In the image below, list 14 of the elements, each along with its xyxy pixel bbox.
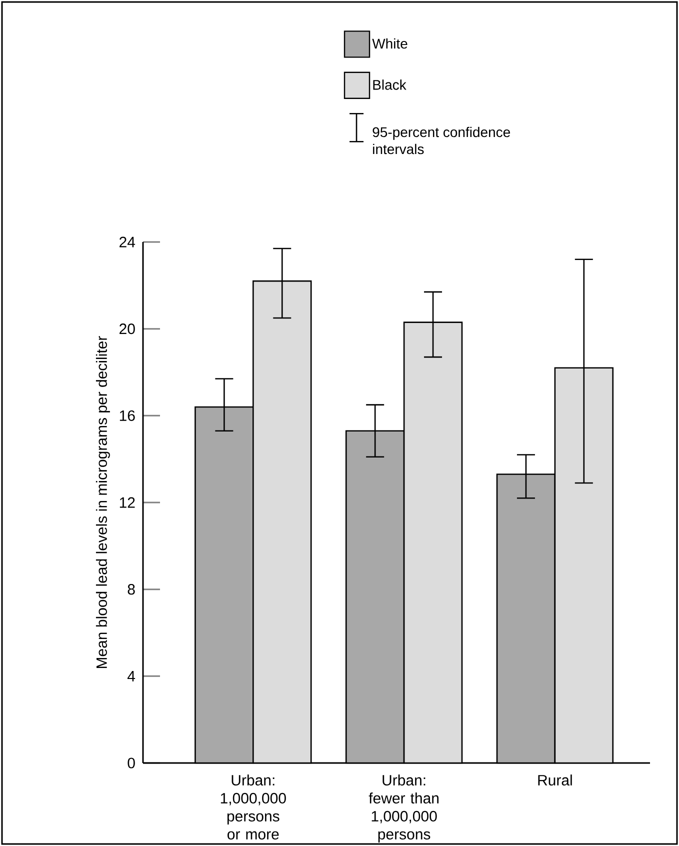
x-tick-label: Urban: fewer than 1,000,000 persons <box>368 774 439 842</box>
legend-label: White <box>372 38 408 49</box>
legend-label: Black <box>373 80 406 90</box>
y-tick-label: 12 <box>120 497 135 508</box>
y-axis-title: Mean blood lead levels in micrograms per deciliter <box>96 336 110 668</box>
x-tick-label: Urban: 1,000,000 persons or more <box>220 774 286 840</box>
text: 95-percent confidence intervals <box>372 126 510 154</box>
x-tick-label: Rural <box>538 774 572 786</box>
y-tick-label: 4 <box>127 671 136 682</box>
y-tick-label: 24 <box>120 236 136 248</box>
y-tick-label: 0 <box>128 758 135 768</box>
y-tick-label: 8 <box>128 584 135 595</box>
y-tick-label: 16 <box>120 410 135 421</box>
y-tick-label: 20 <box>120 324 135 334</box>
